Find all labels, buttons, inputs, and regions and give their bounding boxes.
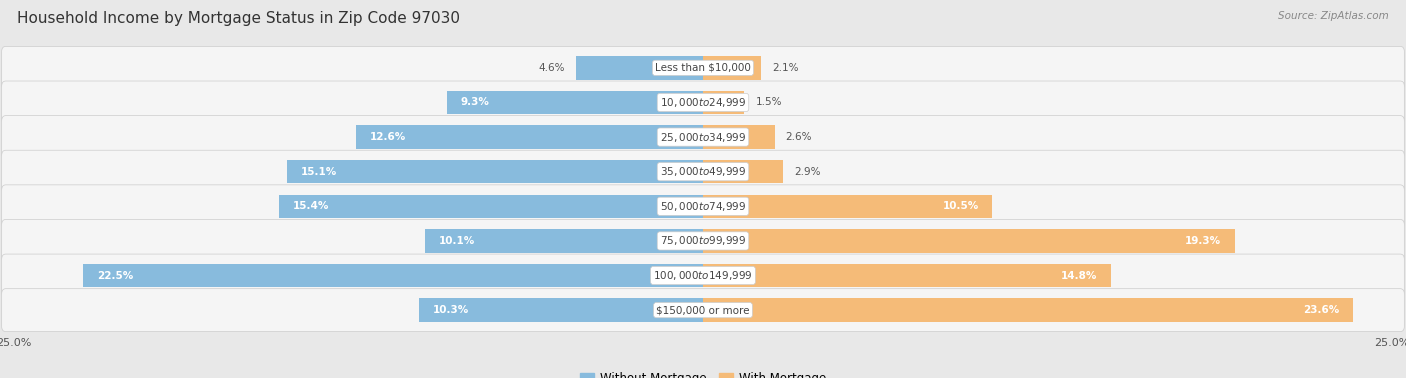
FancyBboxPatch shape — [1, 254, 1405, 297]
Text: $35,000 to $49,999: $35,000 to $49,999 — [659, 165, 747, 178]
Text: 12.6%: 12.6% — [370, 132, 406, 142]
FancyBboxPatch shape — [1, 46, 1405, 89]
Text: 23.6%: 23.6% — [1303, 305, 1340, 315]
Text: 10.3%: 10.3% — [433, 305, 470, 315]
Bar — [703, 264, 1111, 287]
Text: 19.3%: 19.3% — [1185, 236, 1220, 246]
Text: $100,000 to $149,999: $100,000 to $149,999 — [654, 269, 752, 282]
Text: Household Income by Mortgage Status in Zip Code 97030: Household Income by Mortgage Status in Z… — [17, 11, 460, 26]
FancyBboxPatch shape — [1, 220, 1405, 262]
FancyBboxPatch shape — [1, 150, 1405, 193]
Bar — [419, 298, 703, 322]
Text: 15.4%: 15.4% — [292, 201, 329, 211]
Bar — [278, 195, 703, 218]
Bar — [703, 298, 1354, 322]
Text: Source: ZipAtlas.com: Source: ZipAtlas.com — [1278, 11, 1389, 21]
Legend: Without Mortgage, With Mortgage: Without Mortgage, With Mortgage — [575, 367, 831, 378]
Bar — [703, 160, 783, 183]
FancyBboxPatch shape — [1, 185, 1405, 228]
Bar — [703, 229, 1234, 253]
Text: 10.1%: 10.1% — [439, 236, 475, 246]
Text: Less than $10,000: Less than $10,000 — [655, 63, 751, 73]
FancyBboxPatch shape — [1, 289, 1405, 332]
Bar — [83, 264, 703, 287]
Text: $10,000 to $24,999: $10,000 to $24,999 — [659, 96, 747, 109]
Bar — [703, 91, 744, 114]
Text: $75,000 to $99,999: $75,000 to $99,999 — [659, 234, 747, 248]
Text: $25,000 to $34,999: $25,000 to $34,999 — [659, 130, 747, 144]
Text: $150,000 or more: $150,000 or more — [657, 305, 749, 315]
Text: 2.1%: 2.1% — [772, 63, 799, 73]
Text: 2.6%: 2.6% — [786, 132, 813, 142]
FancyBboxPatch shape — [1, 116, 1405, 158]
Bar — [576, 56, 703, 80]
Bar — [703, 56, 761, 80]
Bar — [287, 160, 703, 183]
Text: 2.9%: 2.9% — [794, 167, 821, 177]
Bar — [356, 125, 703, 149]
Bar — [425, 229, 703, 253]
Bar — [447, 91, 703, 114]
Text: $50,000 to $74,999: $50,000 to $74,999 — [659, 200, 747, 213]
Bar — [703, 195, 993, 218]
Text: 15.1%: 15.1% — [301, 167, 337, 177]
Text: 1.5%: 1.5% — [755, 98, 782, 107]
Text: 4.6%: 4.6% — [538, 63, 565, 73]
Text: 22.5%: 22.5% — [97, 271, 134, 280]
Text: 10.5%: 10.5% — [942, 201, 979, 211]
Text: 9.3%: 9.3% — [461, 98, 489, 107]
Text: 14.8%: 14.8% — [1060, 271, 1097, 280]
FancyBboxPatch shape — [1, 81, 1405, 124]
Bar — [703, 125, 775, 149]
